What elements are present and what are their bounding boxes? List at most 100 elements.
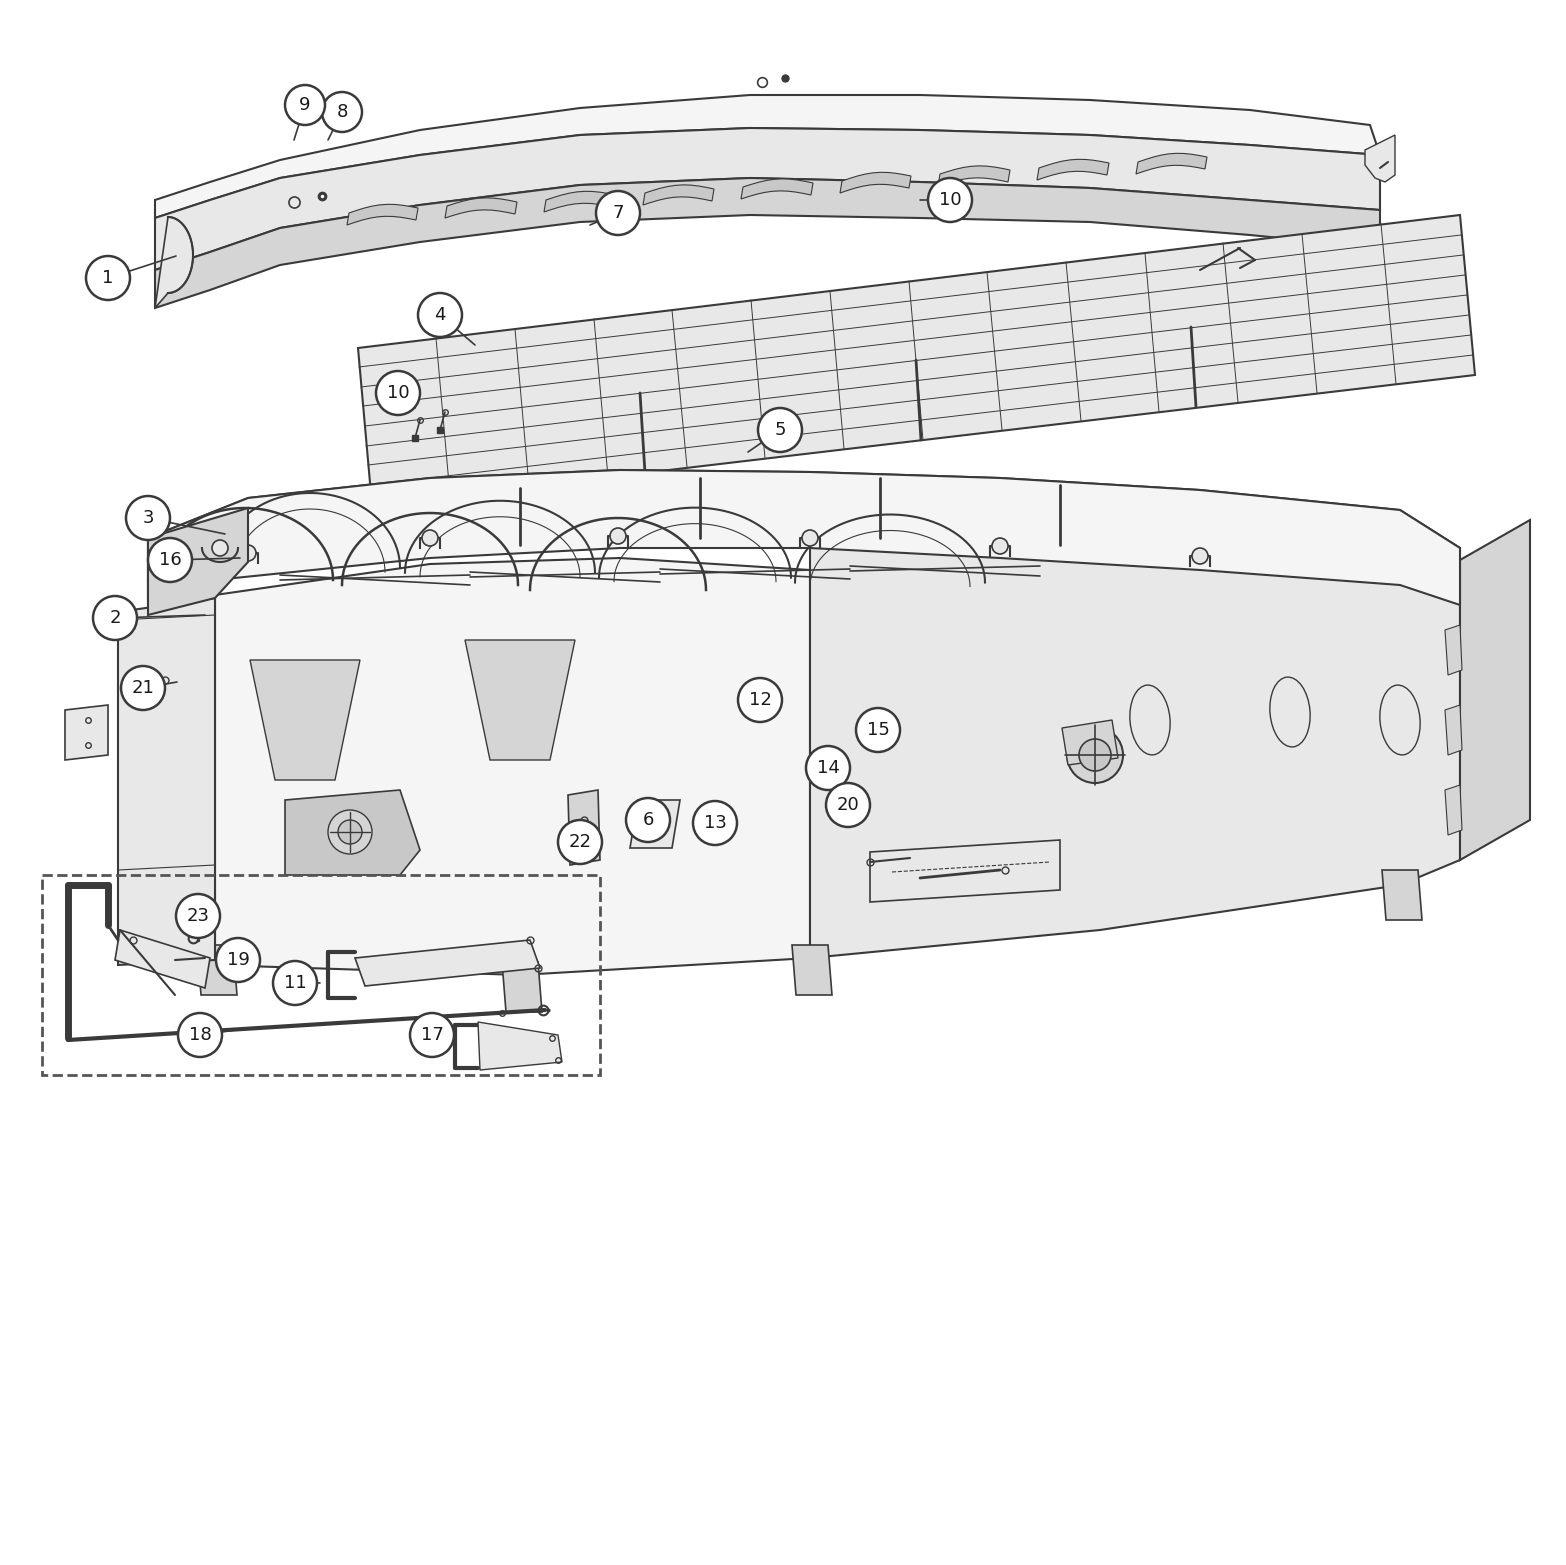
Circle shape xyxy=(240,545,255,560)
Text: 3: 3 xyxy=(143,509,153,527)
Circle shape xyxy=(410,1013,454,1056)
Polygon shape xyxy=(1366,135,1395,182)
Text: 23: 23 xyxy=(186,908,210,925)
Text: 16: 16 xyxy=(158,551,182,570)
Polygon shape xyxy=(503,962,542,1013)
Polygon shape xyxy=(155,95,1380,218)
Text: 2: 2 xyxy=(110,609,121,628)
Circle shape xyxy=(121,667,164,711)
Polygon shape xyxy=(155,178,1380,308)
Polygon shape xyxy=(66,704,108,761)
Text: 7: 7 xyxy=(612,203,623,222)
Polygon shape xyxy=(1383,870,1422,920)
Circle shape xyxy=(418,293,462,336)
Polygon shape xyxy=(197,945,236,995)
Text: 22: 22 xyxy=(568,833,592,851)
Ellipse shape xyxy=(1270,678,1311,747)
Text: 9: 9 xyxy=(299,95,310,114)
Circle shape xyxy=(175,894,219,937)
Polygon shape xyxy=(630,800,680,848)
Polygon shape xyxy=(149,581,215,966)
Polygon shape xyxy=(1135,153,1207,174)
Circle shape xyxy=(929,178,972,222)
Text: 13: 13 xyxy=(703,814,727,833)
Polygon shape xyxy=(355,941,540,986)
Circle shape xyxy=(211,540,229,556)
Polygon shape xyxy=(568,790,600,865)
Circle shape xyxy=(806,747,850,790)
Text: 10: 10 xyxy=(387,383,409,402)
Circle shape xyxy=(738,678,781,721)
Polygon shape xyxy=(149,509,247,615)
Circle shape xyxy=(802,531,817,546)
Polygon shape xyxy=(359,214,1475,505)
Circle shape xyxy=(149,538,193,582)
Polygon shape xyxy=(215,559,810,975)
Ellipse shape xyxy=(1380,685,1420,754)
Polygon shape xyxy=(1445,704,1463,754)
Polygon shape xyxy=(543,191,615,211)
Text: 20: 20 xyxy=(836,797,860,814)
Circle shape xyxy=(991,538,1009,554)
Circle shape xyxy=(216,937,260,981)
Polygon shape xyxy=(149,470,1460,581)
Polygon shape xyxy=(871,840,1060,901)
Text: 5: 5 xyxy=(774,421,786,440)
Text: 4: 4 xyxy=(434,307,446,324)
Polygon shape xyxy=(1460,520,1530,861)
Polygon shape xyxy=(478,1022,562,1070)
Text: 19: 19 xyxy=(227,952,249,969)
Circle shape xyxy=(376,371,420,415)
Polygon shape xyxy=(1037,160,1109,180)
Circle shape xyxy=(323,92,362,131)
Polygon shape xyxy=(1445,624,1463,675)
Ellipse shape xyxy=(1129,685,1170,754)
Circle shape xyxy=(327,811,373,854)
Polygon shape xyxy=(839,172,911,192)
Polygon shape xyxy=(114,930,210,988)
Text: 18: 18 xyxy=(188,1027,211,1044)
Circle shape xyxy=(758,408,802,452)
Circle shape xyxy=(272,961,316,1005)
Circle shape xyxy=(1066,728,1123,782)
Polygon shape xyxy=(938,166,1010,186)
Polygon shape xyxy=(644,185,714,205)
Polygon shape xyxy=(155,128,1380,271)
Polygon shape xyxy=(155,218,193,308)
Text: 14: 14 xyxy=(816,759,839,776)
Text: 17: 17 xyxy=(421,1027,443,1044)
Polygon shape xyxy=(348,205,418,225)
Circle shape xyxy=(694,801,738,845)
Circle shape xyxy=(421,531,438,546)
Circle shape xyxy=(626,798,670,842)
Bar xyxy=(42,875,600,1075)
Polygon shape xyxy=(810,515,1460,958)
Polygon shape xyxy=(792,945,832,995)
Text: 6: 6 xyxy=(642,811,653,829)
Circle shape xyxy=(338,820,362,844)
Polygon shape xyxy=(741,178,813,199)
Circle shape xyxy=(597,191,640,235)
Circle shape xyxy=(125,496,171,540)
Circle shape xyxy=(179,1013,222,1056)
Polygon shape xyxy=(1445,786,1463,836)
Text: 11: 11 xyxy=(283,973,307,992)
Polygon shape xyxy=(465,640,575,761)
Text: 10: 10 xyxy=(938,191,962,210)
Circle shape xyxy=(86,257,130,300)
Polygon shape xyxy=(251,660,360,779)
Circle shape xyxy=(1192,548,1207,563)
Polygon shape xyxy=(285,790,420,875)
Polygon shape xyxy=(149,470,1460,606)
Circle shape xyxy=(857,707,900,753)
Circle shape xyxy=(285,85,326,125)
Text: 21: 21 xyxy=(132,679,155,696)
Circle shape xyxy=(611,527,626,545)
Polygon shape xyxy=(117,598,215,966)
Text: 1: 1 xyxy=(102,269,114,286)
Circle shape xyxy=(557,820,601,864)
Polygon shape xyxy=(445,197,517,218)
Text: 12: 12 xyxy=(749,692,772,709)
Text: 15: 15 xyxy=(866,721,889,739)
Polygon shape xyxy=(1062,720,1118,765)
